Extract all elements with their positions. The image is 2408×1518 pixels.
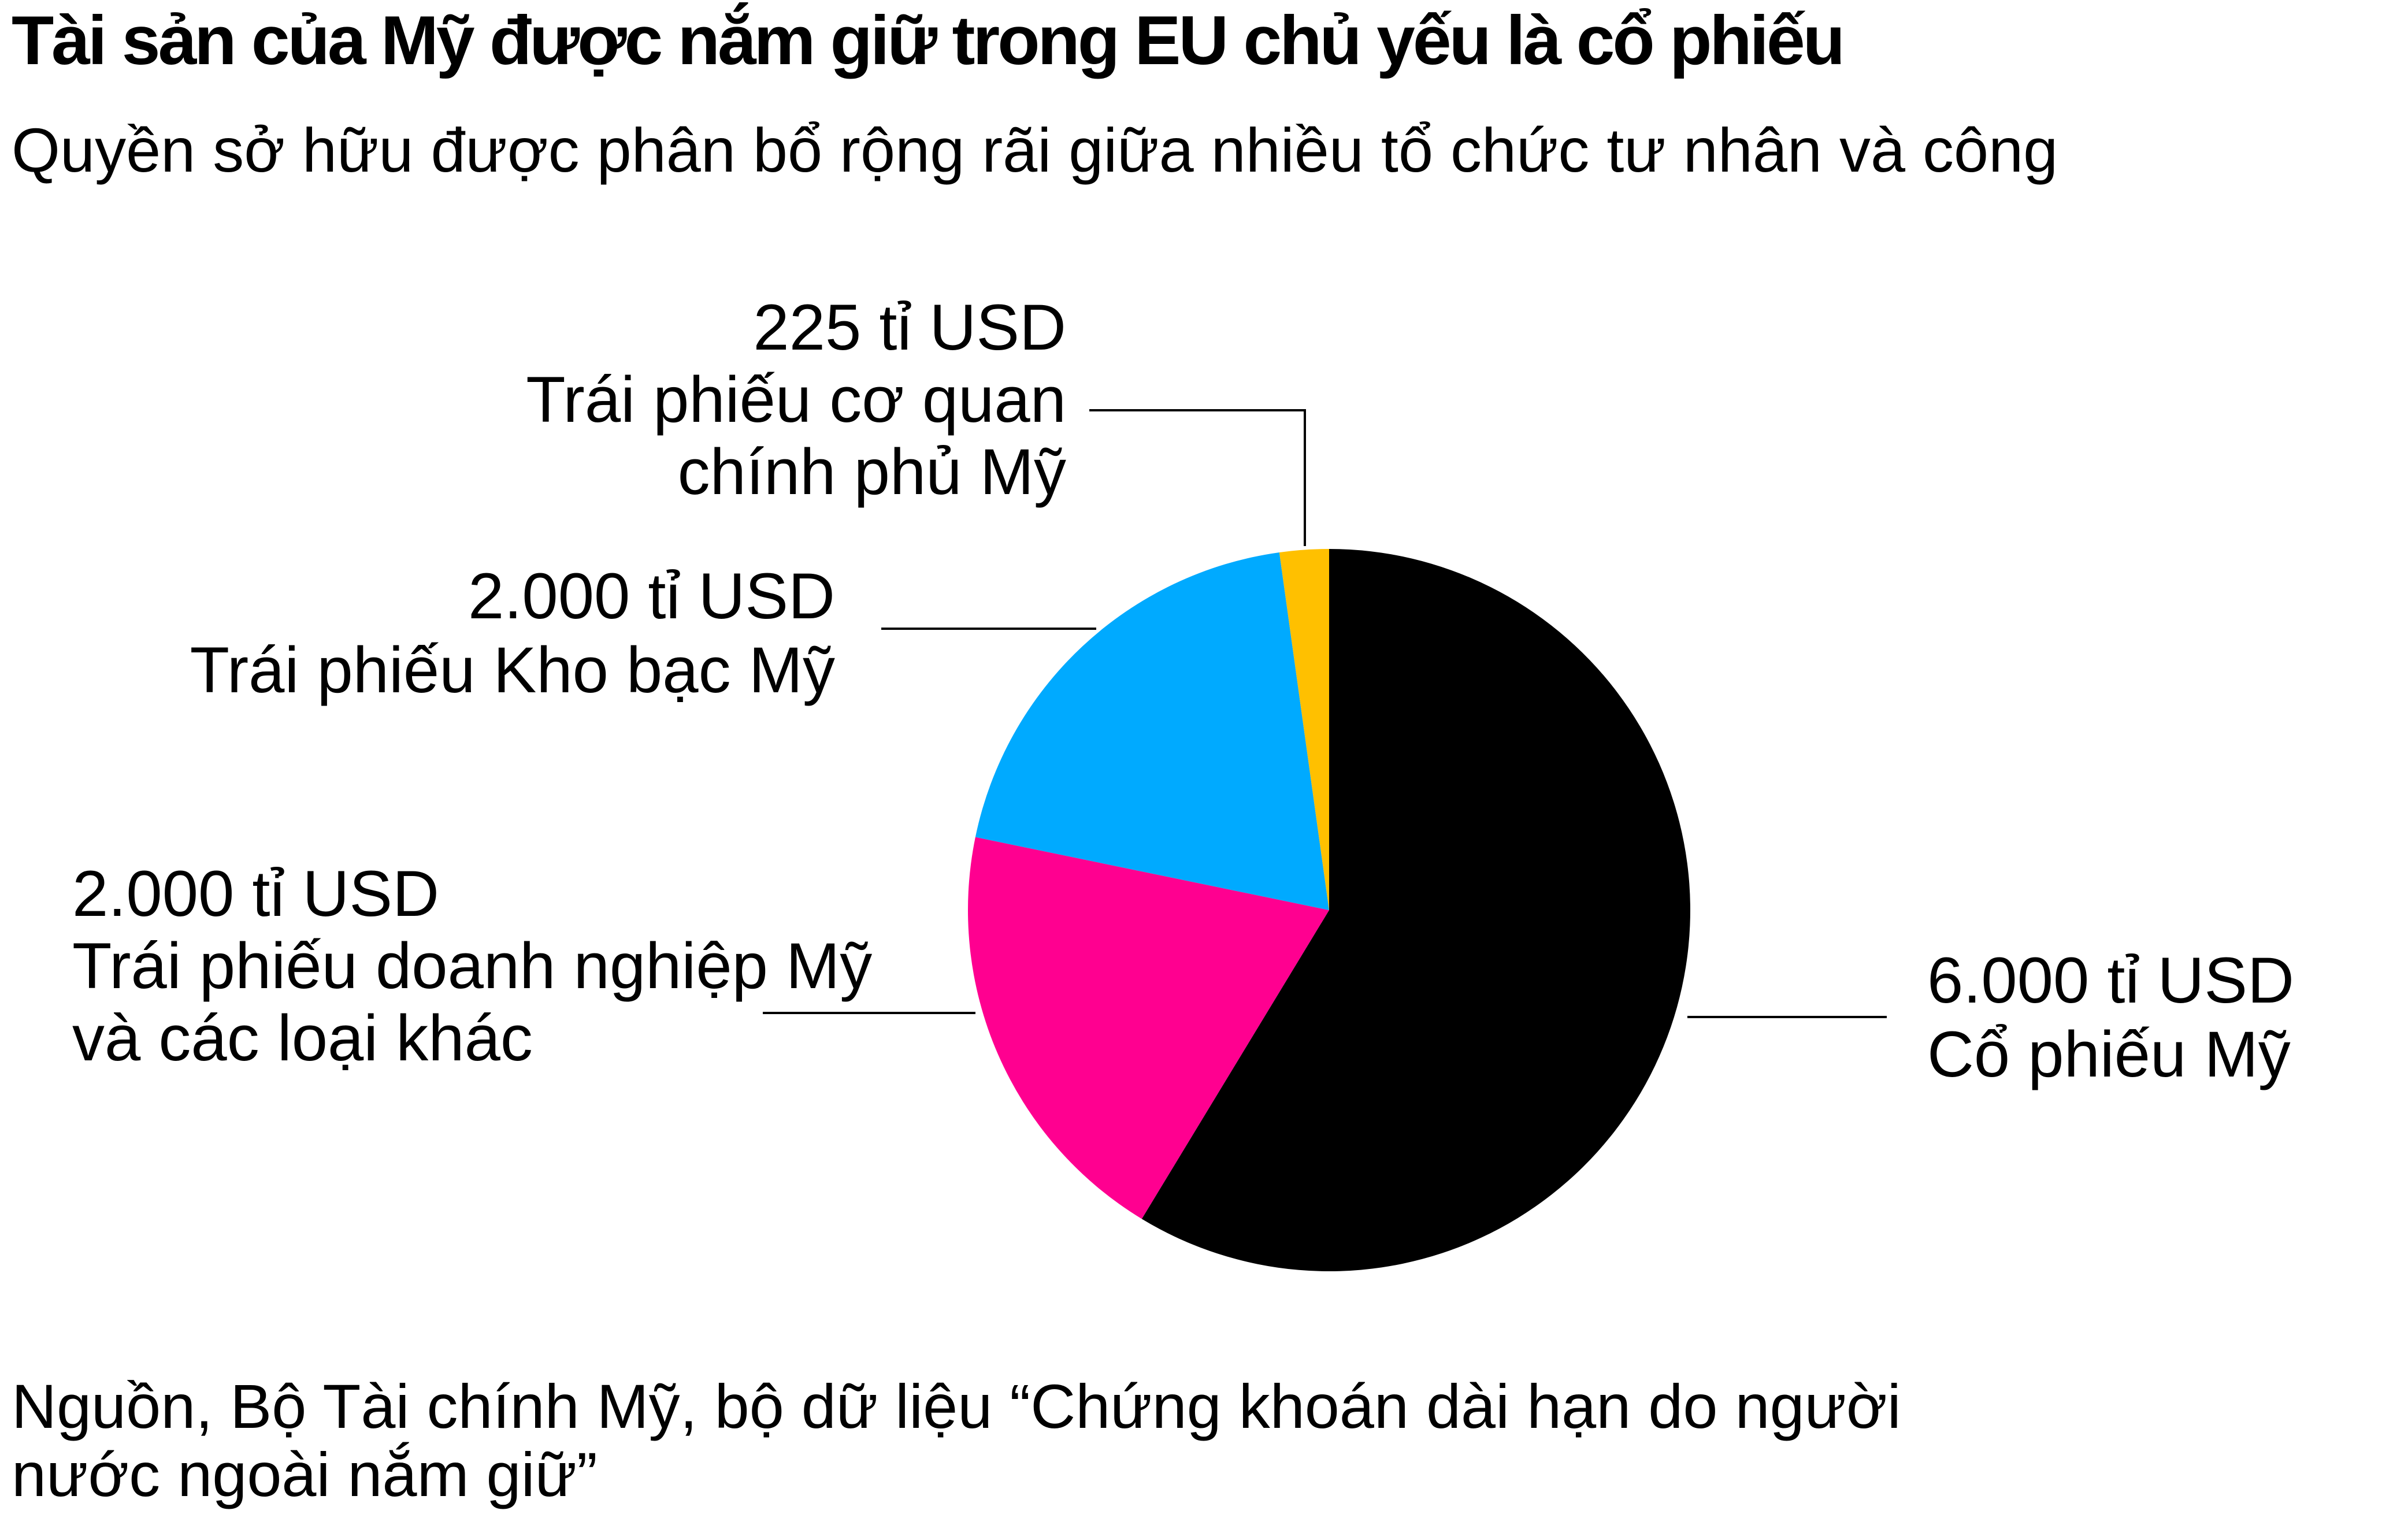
slice-label-1-line-2: Cổ phiếu Mỹ <box>1927 1018 2291 1090</box>
pie-slice-1 <box>1141 549 1691 1272</box>
slice-label-4: 225 tỉ USD Trái phiếu cơ quan chính phủ Mỹ <box>526 291 1066 508</box>
source-note: Nguồn, Bộ Tài chính Mỹ, bộ dữ liệu “Chứn… <box>12 1372 2265 1509</box>
slice-label-1-line-1: 6.000 tỉ USD <box>1927 944 2294 1016</box>
slice-label-2: 2.000 tỉ USD Trái phiếu doanh nghiệp Mỹ và… <box>72 858 872 1074</box>
slice-label-4-line-2: Trái phiếu cơ quan <box>526 363 1066 436</box>
slice-label-4-line-1: 225 tỉ USD <box>753 291 1066 363</box>
slice-label-2-line-1: 2.000 tỉ USD <box>72 858 439 930</box>
slice-label-1: 6.000 tỉ USD Cổ phiếu Mỹ <box>1927 944 2294 1090</box>
pie-slice-4 <box>1279 549 1329 910</box>
pie-slice-3 <box>975 552 1329 910</box>
slice-label-2-line-2: Trái phiếu doanh nghiệp Mỹ <box>72 930 872 1002</box>
pie-slices <box>967 549 1691 1272</box>
slice-label-4-line-3: chính phủ Mỹ <box>678 436 1066 508</box>
source-line-1: Nguồn, Bộ Tài chính Mỹ, bộ dữ liệu “Chứn… <box>12 1371 1901 1441</box>
pie-slice-2 <box>967 837 1329 1219</box>
slice-label-2-line-3: và các loại khác <box>72 1002 533 1074</box>
leader-line-4 <box>1089 409 1306 546</box>
chart-subtitle: Quyền sở hữu được phân bổ rộng rãi giữa … <box>12 115 2058 185</box>
slice-labels: 6.000 tỉ USD Cổ phiếu Mỹ2.000 tỉ USD Trái … <box>72 291 2294 1090</box>
chart-title: Tài sản của Mỹ được nắm giữ trong EU chủ… <box>12 2 1845 79</box>
slice-label-3: 2.000 tỉ USD Trái phiếu Kho bạc Mỹ <box>190 560 835 706</box>
source-line-2: nước ngoài nắm giữ” <box>12 1439 598 1509</box>
slice-label-3-line-2: Trái phiếu Kho bạc Mỹ <box>190 634 835 706</box>
slice-label-3-line-1: 2.000 tỉ USD <box>468 560 835 632</box>
leader-lines <box>763 409 1887 1018</box>
